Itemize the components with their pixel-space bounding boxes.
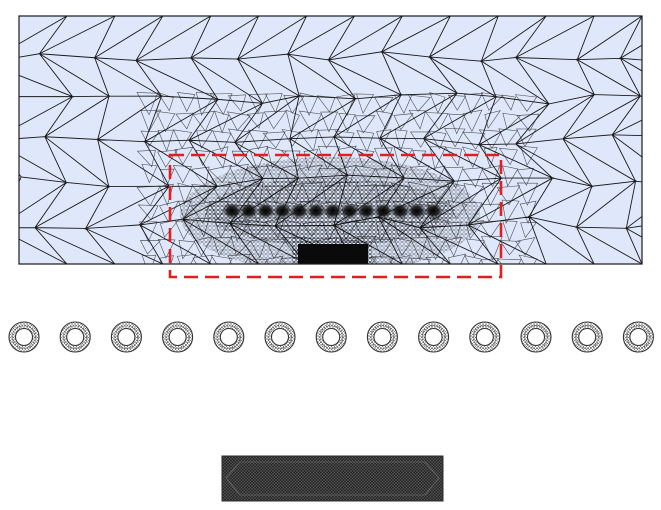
ring-mesh-band: [421, 324, 446, 350]
strip-mesh: [221, 455, 444, 502]
ring-hole: [168, 327, 187, 347]
domain-border: [18, 15, 643, 265]
refined-mesh-region: [180, 157, 480, 264]
ring-mesh: [8, 321, 40, 353]
dense-mesh-cluster: [256, 203, 276, 219]
ring-mesh: [315, 321, 347, 353]
ring-mesh: [59, 321, 91, 353]
dense-mesh-cluster: [289, 203, 309, 219]
ring-hole: [424, 327, 443, 347]
strip-inner-outline: [225, 461, 440, 496]
ring-hole: [117, 327, 136, 347]
ring-mesh: [110, 321, 142, 353]
dense-mesh-cluster: [222, 203, 242, 219]
ring-hole: [526, 327, 546, 347]
ring-hole: [629, 327, 648, 347]
dense-mesh-cluster: [272, 203, 292, 219]
ring-mesh: [571, 321, 603, 353]
ring-hole: [322, 327, 341, 347]
ring-mesh: [469, 321, 501, 353]
ring-mesh-band: [574, 324, 600, 350]
dense-mesh-cluster: [356, 203, 376, 219]
ring-hole: [373, 327, 392, 347]
dense-mesh-cluster: [239, 203, 259, 219]
strip-body: [221, 455, 444, 502]
ring-mesh: [520, 321, 552, 353]
dense-mesh-cluster: [373, 203, 393, 219]
dense-mesh-cluster: [323, 203, 343, 219]
ring-mesh: [622, 321, 654, 353]
ring-mesh: [162, 321, 194, 353]
ring-hole: [66, 327, 85, 347]
ring-mesh-band: [626, 324, 651, 350]
ring-mesh: [418, 321, 450, 353]
ring-mesh: [366, 321, 398, 353]
ring-mesh-band: [165, 324, 190, 350]
ring-mesh-band: [318, 324, 344, 350]
ring-row: [8, 321, 654, 353]
ring-hole: [578, 327, 597, 347]
mesh-domain: [18, 15, 643, 279]
ring-mesh-band: [114, 324, 139, 350]
ring-hole: [219, 327, 238, 347]
ring-mesh: [264, 321, 296, 353]
dense-mesh-cluster: [340, 203, 360, 219]
ring-mesh: [213, 321, 245, 353]
ring-mesh-band: [11, 324, 37, 350]
ring-mesh-band: [523, 324, 549, 350]
dense-mesh-cluster: [306, 203, 326, 219]
dense-mesh-cluster: [424, 203, 444, 219]
ring-mesh-band: [62, 324, 88, 350]
dense-block: [298, 244, 368, 264]
ring-mesh-band: [370, 324, 395, 350]
ring-mesh-band: [267, 324, 293, 350]
dense-mesh-cluster: [407, 203, 427, 219]
ring-mesh-band: [472, 324, 498, 350]
ring-mesh-band: [216, 324, 242, 350]
ring-hole: [14, 327, 34, 347]
ring-hole: [270, 327, 290, 347]
dense-mesh-cluster: [390, 203, 410, 219]
ring-hole: [475, 327, 494, 347]
zoom-region-box: [168, 153, 503, 279]
